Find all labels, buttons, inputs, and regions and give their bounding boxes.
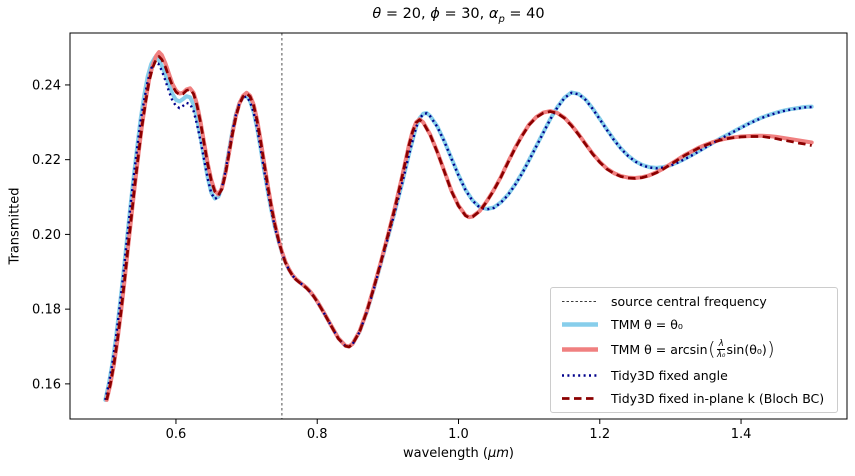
x-axis-label: wavelength (μm)	[70, 446, 847, 461]
legend-swatch-tidy3d-red-icon	[562, 397, 598, 400]
legend-label-suffix: sin(θ₀)	[726, 342, 767, 358]
x-tick-label: 1.2	[589, 427, 610, 442]
x-tick-label: 0.6	[166, 427, 187, 442]
legend-swatch-tmm-red-icon	[562, 347, 598, 353]
legend-item-tidy3d-bloch: Tidy3D fixed in-plane k (Bloch BC)	[560, 391, 828, 406]
y-tick-label: 0.16	[32, 377, 61, 392]
title-eq2: = 30,	[439, 6, 489, 22]
open-paren: (	[708, 338, 716, 361]
y-axis-label: Transmitted	[7, 187, 23, 265]
legend-label-prefix: TMM θ = arcsin	[611, 342, 708, 358]
legend-swatch-tidy3d-blue-icon	[562, 374, 598, 377]
legend-label: TMM θ = arcsin(λ λ₀ sin(θ₀))	[611, 338, 775, 361]
x-tick-label: 1.4	[731, 427, 752, 442]
title-phi: ϕ	[430, 6, 440, 22]
title-theta: θ	[372, 6, 382, 22]
plot-title: θ = 20, ϕ = 30, αp = 40	[70, 6, 847, 25]
legend-item-tidy3d-fixed-angle: Tidy3D fixed angle	[560, 368, 828, 383]
x-label-pre: wavelength (	[403, 446, 488, 461]
y-tick-label: 0.24	[32, 78, 61, 93]
legend-item-source-central-frequency: source central frequency	[560, 294, 828, 309]
title-eq3: = 40	[504, 6, 545, 22]
x-label-unit: μm	[487, 446, 509, 461]
series-line-3	[105, 55, 812, 401]
legend-label: Tidy3D fixed angle	[611, 367, 728, 383]
lambda-fraction: λ λ₀	[716, 339, 726, 360]
legend-swatch-tmm-blue-icon	[562, 322, 598, 327]
legend: source central frequency TMM θ = θ₀ TMM …	[550, 287, 838, 413]
legend-label: source central frequency	[611, 294, 767, 309]
close-paren: )	[767, 338, 775, 361]
x-tick-label: 0.8	[307, 427, 328, 442]
fraction-denominator: λ₀	[716, 349, 726, 360]
title-alpha-sub: p	[498, 13, 505, 25]
legend-label: TMM θ = θ₀	[611, 317, 683, 333]
title-eq1: = 20,	[381, 6, 431, 22]
y-tick-label: 0.20	[32, 228, 61, 243]
y-tick-label: 0.22	[32, 153, 61, 168]
y-tick-label: 0.18	[32, 303, 61, 318]
legend-label: Tidy3D fixed in-plane k (Bloch BC)	[611, 390, 825, 406]
legend-item-tmm-theta0: TMM θ = θ₀	[560, 317, 828, 332]
x-tick-label: 1.0	[448, 427, 469, 442]
title-alpha: α	[488, 6, 499, 22]
x-label-post: )	[508, 446, 514, 461]
fraction-numerator: λ	[717, 339, 726, 351]
legend-swatch-vline-icon	[562, 301, 598, 302]
legend-item-tmm-arcsin: TMM θ = arcsin(λ λ₀ sin(θ₀))	[560, 338, 828, 361]
